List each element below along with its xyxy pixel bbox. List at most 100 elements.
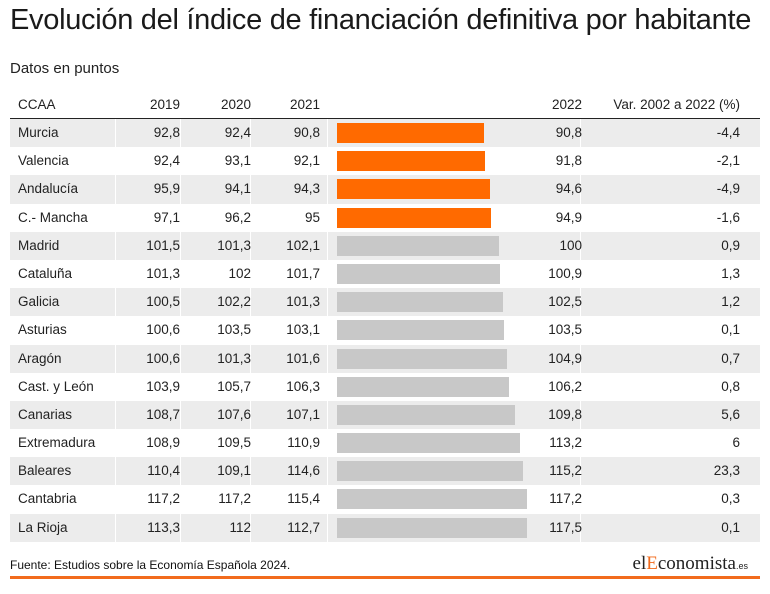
cell-2022: 91,8 bbox=[555, 153, 582, 169]
column-separator bbox=[327, 259, 328, 289]
bar-2022 bbox=[337, 320, 505, 341]
cell-ccaa: Andalucía bbox=[18, 181, 79, 197]
column-separator bbox=[580, 513, 581, 542]
table-row: Andalucía 95,9 94,1 94,3 94,6 -4,9 bbox=[10, 175, 760, 204]
cell-2021: 103,1 bbox=[286, 322, 320, 338]
cell-2020: 105,7 bbox=[217, 378, 251, 394]
header-variation: Var. 2002 a 2022 (%) bbox=[613, 97, 740, 112]
column-separator bbox=[115, 203, 116, 232]
cell-2019: 92,4 bbox=[153, 153, 180, 169]
column-separator bbox=[327, 119, 328, 148]
column-separator bbox=[180, 400, 181, 430]
cell-2021: 92,1 bbox=[293, 153, 320, 169]
column-separator bbox=[250, 457, 251, 486]
cell-2019: 100,6 bbox=[146, 322, 180, 338]
logo-el: el bbox=[632, 553, 647, 574]
table-row: Murcia 92,8 92,4 90,8 90,8 -4,4 bbox=[10, 119, 760, 148]
column-separator bbox=[115, 288, 116, 317]
column-separator bbox=[115, 119, 116, 148]
cell-2022: 100,9 bbox=[548, 265, 582, 281]
cell-2019: 113,3 bbox=[147, 519, 180, 535]
cell-2019: 101,5 bbox=[146, 237, 180, 253]
column-separator bbox=[250, 231, 251, 260]
column-separator bbox=[327, 231, 328, 260]
cell-2019: 110,4 bbox=[147, 463, 180, 479]
cell-2020: 96,2 bbox=[224, 209, 251, 225]
table-row: Baleares 110,4 109,1 114,6 115,2 23,3 bbox=[10, 457, 760, 486]
cell-variation: 0,1 bbox=[721, 519, 740, 535]
header-2019: 2019 bbox=[149, 97, 180, 112]
cell-variation: 5,6 bbox=[721, 406, 740, 422]
cell-variation: 0,3 bbox=[721, 491, 740, 507]
column-separator bbox=[180, 203, 181, 232]
column-separator bbox=[580, 344, 581, 373]
column-separator bbox=[327, 344, 328, 373]
cell-ccaa: Cast. y León bbox=[18, 378, 94, 394]
cell-2020: 92,4 bbox=[224, 125, 251, 140]
cell-2021: 107,1 bbox=[286, 406, 320, 422]
bar-2022 bbox=[337, 292, 503, 313]
cell-2021: 114,6 bbox=[287, 463, 320, 479]
cell-variation: 0,9 bbox=[721, 237, 740, 253]
cell-2019: 95,9 bbox=[153, 181, 180, 197]
cell-2022: 103,5 bbox=[548, 322, 582, 338]
cell-2021: 90,8 bbox=[293, 125, 320, 140]
bar-2022 bbox=[337, 263, 501, 284]
cell-ccaa: Cataluña bbox=[18, 265, 73, 281]
cell-2021: 102,1 bbox=[286, 237, 320, 253]
cell-2022: 104,9 bbox=[548, 350, 582, 366]
cell-2020: 107,6 bbox=[217, 406, 251, 422]
bar-2022 bbox=[337, 123, 484, 143]
cell-2021: 115,4 bbox=[287, 491, 320, 507]
cell-2022: 100 bbox=[559, 237, 582, 253]
cell-2020: 101,3 bbox=[217, 350, 251, 366]
header-2022: 2022 bbox=[551, 97, 582, 112]
column-separator bbox=[115, 175, 116, 204]
bar-2022 bbox=[337, 489, 527, 510]
cell-2021: 101,6 bbox=[286, 350, 320, 366]
cell-2019: 97,1 bbox=[153, 209, 180, 225]
column-separator bbox=[180, 316, 181, 345]
cell-2022: 113,2 bbox=[549, 435, 582, 451]
cell-2022: 94,6 bbox=[555, 181, 582, 197]
column-separator bbox=[580, 175, 581, 204]
cell-2019: 100,5 bbox=[146, 294, 180, 310]
logo-rest: conomista bbox=[657, 553, 736, 574]
column-separator bbox=[327, 147, 328, 176]
cell-2020: 117,2 bbox=[218, 491, 251, 507]
column-separator bbox=[250, 485, 251, 514]
column-separator bbox=[580, 231, 581, 260]
table-row: Asturias 100,6 103,5 103,1 103,5 0,1 bbox=[10, 316, 760, 345]
cell-ccaa: Asturias bbox=[18, 322, 67, 338]
table-row: C.- Mancha 97,1 96,2 95 94,9 -1,6 bbox=[10, 203, 760, 232]
cell-2021: 101,3 bbox=[286, 294, 320, 310]
cell-variation: 0,7 bbox=[721, 350, 740, 366]
column-separator bbox=[250, 203, 251, 232]
cell-variation: 1,2 bbox=[721, 294, 740, 310]
cell-ccaa: Cantabria bbox=[18, 491, 77, 507]
cell-2021: 94,3 bbox=[293, 181, 320, 197]
column-separator bbox=[180, 513, 181, 542]
bar-2022 bbox=[337, 433, 520, 454]
column-separator bbox=[115, 344, 116, 373]
chart-subtitle: Datos en puntos bbox=[10, 60, 120, 77]
cell-2020: 102,2 bbox=[217, 294, 251, 310]
column-separator bbox=[580, 429, 581, 458]
column-separator bbox=[250, 372, 251, 401]
bar-2022 bbox=[337, 376, 509, 397]
column-separator bbox=[115, 457, 116, 486]
column-separator bbox=[250, 147, 251, 176]
cell-2019: 108,7 bbox=[146, 406, 180, 422]
logo-e: E bbox=[646, 553, 658, 574]
column-separator bbox=[180, 175, 181, 204]
header-ccaa: CCAA bbox=[18, 97, 56, 112]
column-separator bbox=[115, 513, 116, 542]
bar-2022 bbox=[337, 179, 490, 200]
column-separator bbox=[180, 119, 181, 148]
cell-2020: 112 bbox=[229, 519, 251, 535]
cell-2019: 100,6 bbox=[146, 350, 180, 366]
column-separator bbox=[115, 372, 116, 401]
column-separator bbox=[327, 513, 328, 542]
footer-rule bbox=[10, 576, 760, 579]
table-row: Cast. y León 103,9 105,7 106,3 106,2 0,8 bbox=[10, 372, 760, 401]
